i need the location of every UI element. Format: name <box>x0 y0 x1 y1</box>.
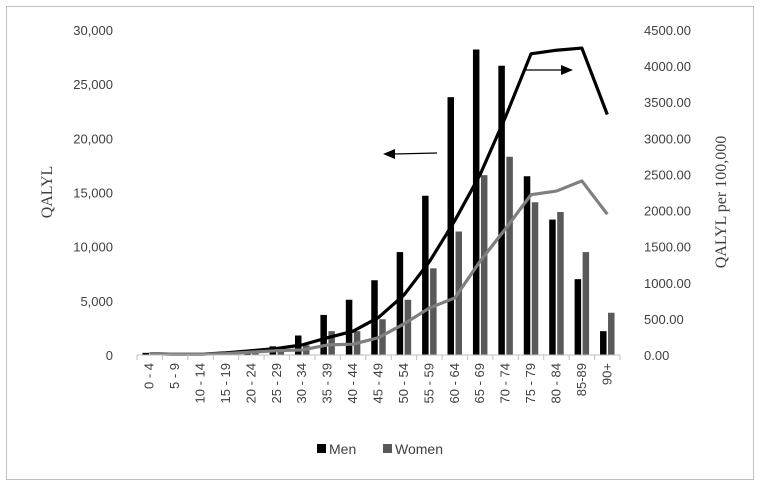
left-tick-label: 10,000 <box>73 240 113 255</box>
legend-swatch-women <box>383 444 392 453</box>
bar-men <box>472 49 480 355</box>
left-tick-label: 25,000 <box>73 77 113 92</box>
bar-women <box>404 299 412 355</box>
x-tick-label: 30 - 34 <box>294 363 309 403</box>
arrows <box>383 65 573 159</box>
bar-women <box>506 156 513 355</box>
left-tick-label: 20,000 <box>73 131 113 146</box>
bar-women <box>582 252 590 355</box>
bar-women <box>480 175 488 355</box>
right-tick-label: 1500.00 <box>644 240 691 255</box>
right-tick-label: 0.00 <box>644 348 669 363</box>
bar-men <box>396 252 404 355</box>
left-axis-title: QALYL <box>39 166 56 219</box>
bar-men <box>523 176 531 355</box>
left-tick-label: 5,000 <box>80 294 113 309</box>
bar-men <box>345 299 353 355</box>
bar-women <box>430 268 437 355</box>
bar-women <box>608 312 615 355</box>
bar-men <box>142 352 149 355</box>
bar-men <box>371 280 378 355</box>
right-tick-label: 2500.00 <box>644 167 691 182</box>
left-tick-label: 0 <box>106 348 113 363</box>
right-tick-label: 1000.00 <box>644 276 691 291</box>
right-tick-label: 4500.00 <box>644 23 691 38</box>
left-axis-ticks: 0 5,000 10,000 15,000 20,000 25,000 30,000 <box>73 23 113 363</box>
bar-men <box>422 195 429 355</box>
arrow-right-head <box>561 65 573 75</box>
bar-men <box>600 331 607 355</box>
line-women <box>149 179 609 356</box>
bar-men <box>498 65 505 355</box>
bar-women <box>328 331 335 355</box>
x-tick-label: 35 - 39 <box>320 363 335 403</box>
bar-men <box>574 279 582 355</box>
x-axis <box>136 354 621 360</box>
x-tick-label: 10 - 14 <box>193 363 208 403</box>
legend-swatch-men <box>317 444 326 453</box>
x-tick-label: 75 - 79 <box>523 363 538 403</box>
right-tick-label: 4000.00 <box>644 59 691 74</box>
x-axis-ticks: 0 - 4 5 - 9 10 - 14 15 - 19 20 - 24 25 - 29 30… <box>142 363 615 403</box>
x-tick-label: 20 - 24 <box>243 363 258 403</box>
bar-women <box>557 212 564 355</box>
right-axis-ticks: 0.00 500.00 1000.00 1500.00 2000.00 2500.00 30… <box>644 23 691 363</box>
x-tick-label: 15 - 19 <box>218 363 233 403</box>
x-tick-label: 70 - 74 <box>498 363 513 403</box>
bar-men <box>320 314 327 355</box>
bars <box>142 49 615 356</box>
arrow-left-head <box>383 149 395 159</box>
x-tick-label: 65 - 69 <box>472 363 487 403</box>
x-tick-label: 90+ <box>599 363 614 385</box>
legend: Men Women <box>317 441 443 457</box>
line-men <box>149 46 609 356</box>
left-tick-label: 30,000 <box>73 23 113 38</box>
bar-women <box>531 202 539 355</box>
x-tick-label: 45 - 49 <box>371 363 386 403</box>
x-tick-label: 85-89 <box>574 363 589 396</box>
x-tick-label: 40 - 44 <box>345 363 360 403</box>
right-axis-title: QALYL per 100,000 <box>713 136 730 268</box>
right-tick-label: 3500.00 <box>644 95 691 110</box>
x-tick-label: 50 - 54 <box>396 363 411 403</box>
x-tick-label: 25 - 29 <box>269 363 284 403</box>
x-tick-label: 55 - 59 <box>421 363 436 403</box>
bar-men <box>549 219 556 355</box>
lines <box>149 46 609 356</box>
x-tick-label: 60 - 64 <box>447 363 462 403</box>
left-tick-label: 15,000 <box>73 186 113 201</box>
right-tick-label: 2000.00 <box>644 204 691 219</box>
x-tick-label: 5 - 9 <box>167 363 182 389</box>
x-tick-label: 80 - 84 <box>548 363 563 403</box>
right-tick-label: 3000.00 <box>644 131 691 146</box>
legend-label-men: Men <box>329 441 356 457</box>
x-tick-label: 0 - 4 <box>142 363 157 389</box>
right-tick-label: 500.00 <box>644 312 684 327</box>
legend-label-women: Women <box>395 441 443 457</box>
arrow-left-shaft <box>393 152 438 155</box>
chart-frame <box>6 6 754 480</box>
